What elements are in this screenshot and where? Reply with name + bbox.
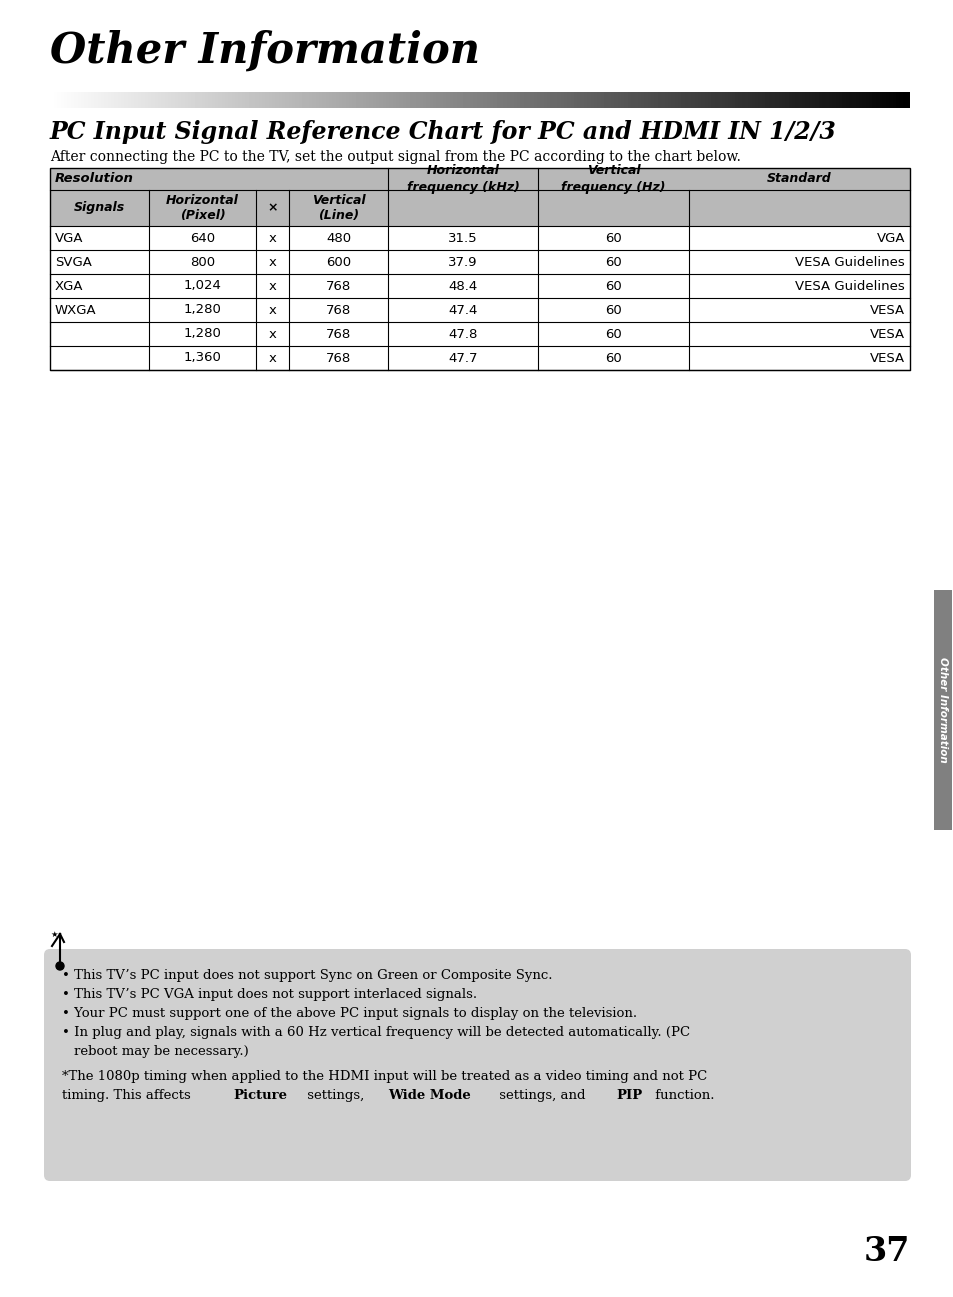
Text: 47.4: 47.4 — [448, 303, 477, 316]
Text: settings, and: settings, and — [494, 1089, 589, 1102]
Text: ★: ★ — [50, 930, 57, 939]
Text: 60: 60 — [605, 303, 621, 316]
Text: Signals: Signals — [73, 201, 125, 214]
Text: 1,280: 1,280 — [184, 328, 221, 341]
Bar — [933, 590, 951, 830]
Text: Other Information: Other Information — [937, 658, 947, 763]
Text: 768: 768 — [326, 279, 351, 293]
Text: After connecting the PC to the TV, set the output signal from the PC according t: After connecting the PC to the TV, set t… — [50, 150, 740, 163]
Text: VESA: VESA — [869, 351, 904, 364]
Text: 640: 640 — [190, 231, 215, 245]
Text: XGA: XGA — [55, 279, 84, 293]
Text: 48.4: 48.4 — [448, 279, 477, 293]
Text: x: x — [269, 279, 276, 293]
Text: Other Information: Other Information — [50, 30, 479, 73]
Text: PIP: PIP — [617, 1089, 642, 1102]
Text: 480: 480 — [326, 231, 351, 245]
Text: *The 1080p timing when applied to the HDMI input will be treated as a video timi: *The 1080p timing when applied to the HD… — [62, 1070, 706, 1083]
Text: Standard: Standard — [766, 173, 831, 185]
Text: 37.9: 37.9 — [448, 256, 477, 268]
Bar — [50, 169, 909, 370]
Text: 47.7: 47.7 — [448, 351, 477, 364]
Text: Resolution: Resolution — [55, 173, 133, 185]
Text: SVGA: SVGA — [55, 256, 91, 268]
Text: WXGA: WXGA — [55, 303, 96, 316]
Text: Horizontal
frequency (kHz): Horizontal frequency (kHz) — [406, 165, 519, 193]
Text: • Your PC must support one of the above PC input signals to display on the telev: • Your PC must support one of the above … — [62, 1006, 637, 1019]
Text: x: x — [269, 231, 276, 245]
Text: 60: 60 — [605, 279, 621, 293]
Text: 600: 600 — [326, 256, 351, 268]
Text: VESA Guidelines: VESA Guidelines — [795, 279, 904, 293]
Text: ×: × — [267, 201, 277, 214]
Text: 768: 768 — [326, 351, 351, 364]
Text: 768: 768 — [326, 303, 351, 316]
Text: 1,280: 1,280 — [184, 303, 221, 316]
Text: 37: 37 — [862, 1235, 909, 1268]
Text: 800: 800 — [190, 256, 215, 268]
Text: VESA: VESA — [869, 303, 904, 316]
Text: VESA: VESA — [869, 328, 904, 341]
Text: Horizontal
(Pixel): Horizontal (Pixel) — [166, 193, 239, 223]
Text: Wide Mode: Wide Mode — [388, 1089, 470, 1102]
Text: settings,: settings, — [303, 1089, 369, 1102]
Text: 31.5: 31.5 — [448, 231, 477, 245]
Text: reboot may be necessary.): reboot may be necessary.) — [74, 1045, 249, 1058]
Text: VGA: VGA — [876, 231, 904, 245]
Text: 60: 60 — [605, 328, 621, 341]
Text: • In plug and play, signals with a 60 Hz vertical frequency will be detected aut: • In plug and play, signals with a 60 Hz… — [62, 1026, 689, 1039]
Text: VGA: VGA — [55, 231, 84, 245]
Text: function.: function. — [650, 1089, 714, 1102]
Text: 60: 60 — [605, 256, 621, 268]
Text: Picture: Picture — [233, 1089, 287, 1102]
Text: Vertical
frequency (Hz): Vertical frequency (Hz) — [561, 165, 665, 193]
Text: x: x — [269, 351, 276, 364]
Text: x: x — [269, 303, 276, 316]
Text: • This TV’s PC VGA input does not support interlaced signals.: • This TV’s PC VGA input does not suppor… — [62, 988, 476, 1001]
Text: 60: 60 — [605, 231, 621, 245]
Text: • This TV’s PC input does not support Sync on Green or Composite Sync.: • This TV’s PC input does not support Sy… — [62, 969, 552, 982]
Text: 768: 768 — [326, 328, 351, 341]
FancyBboxPatch shape — [44, 949, 910, 1182]
Text: 1,024: 1,024 — [184, 279, 221, 293]
Text: PC Input Signal Reference Chart for PC and HDMI IN 1/2/3: PC Input Signal Reference Chart for PC a… — [50, 121, 836, 144]
Bar — [50, 169, 909, 226]
Text: Vertical
(Line): Vertical (Line) — [312, 193, 365, 223]
Text: timing. This affects: timing. This affects — [62, 1089, 194, 1102]
Text: x: x — [269, 256, 276, 268]
Text: VESA Guidelines: VESA Guidelines — [795, 256, 904, 268]
Circle shape — [56, 962, 64, 970]
Text: 60: 60 — [605, 351, 621, 364]
Text: 1,360: 1,360 — [184, 351, 221, 364]
Text: x: x — [269, 328, 276, 341]
Text: 47.8: 47.8 — [448, 328, 477, 341]
